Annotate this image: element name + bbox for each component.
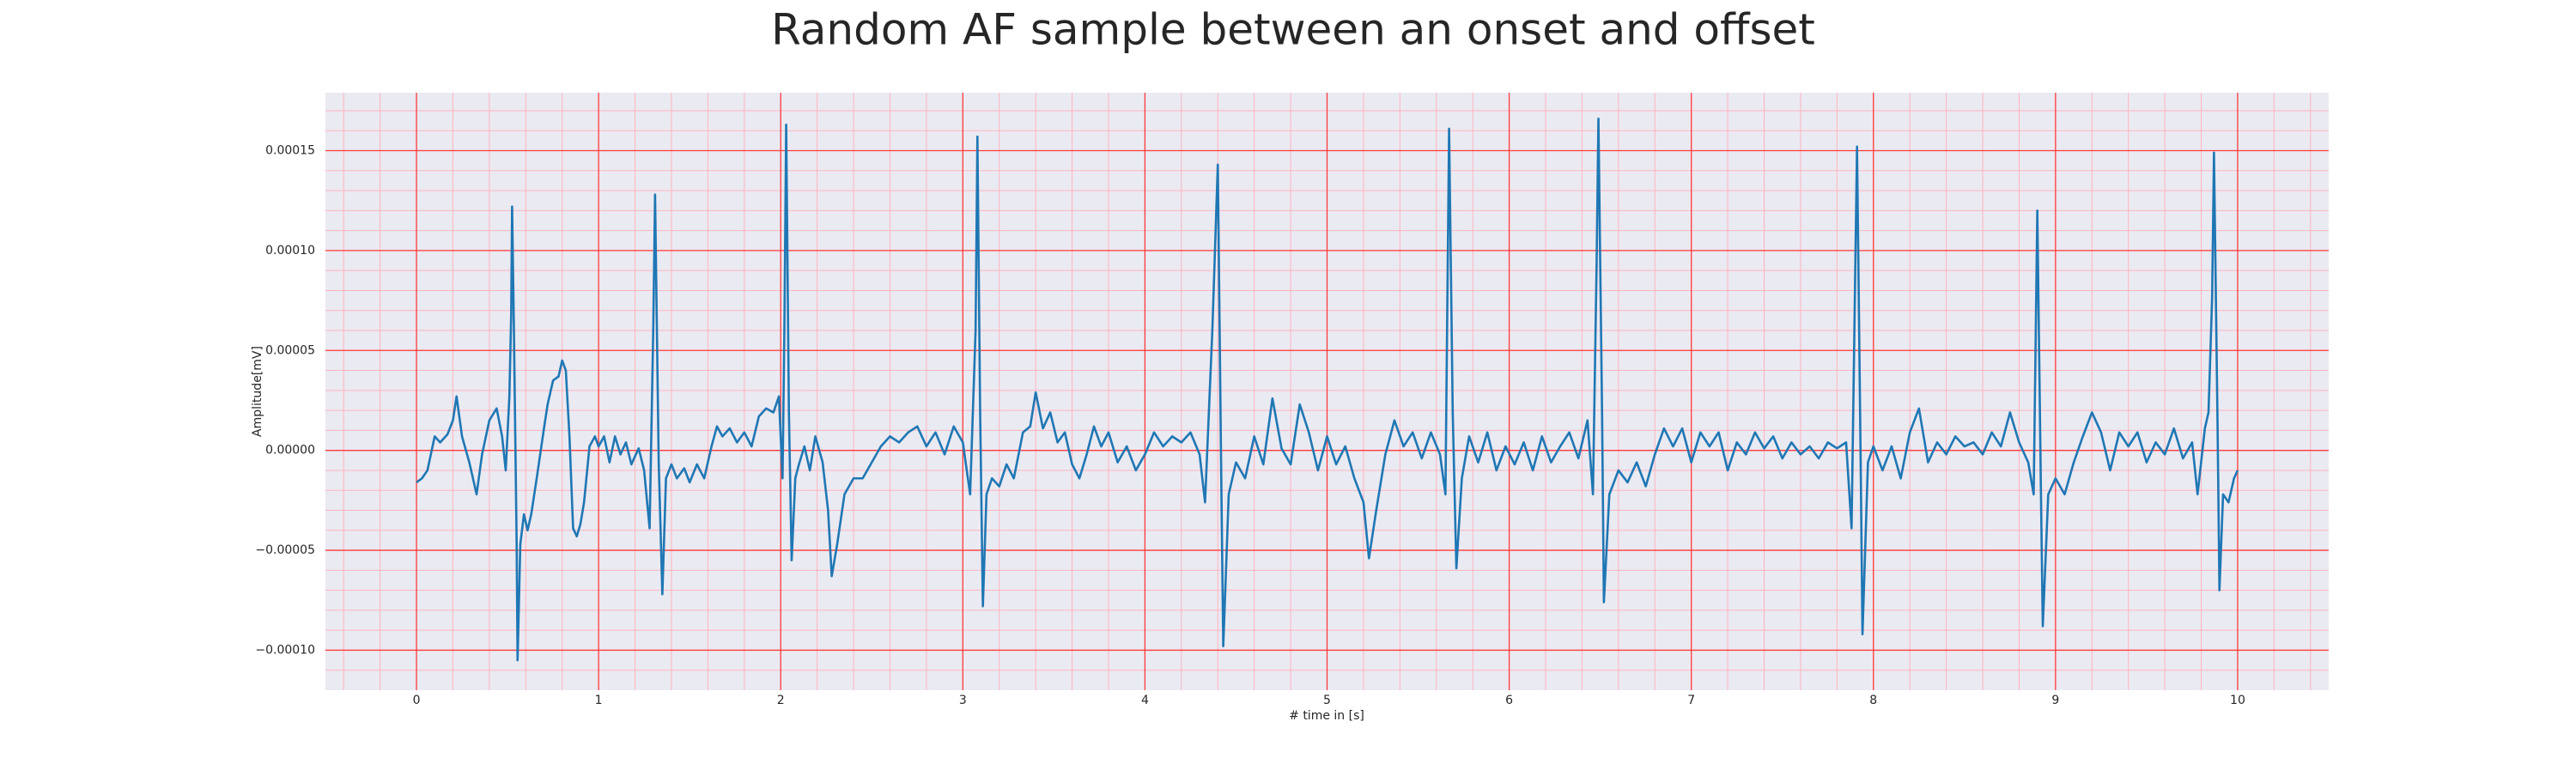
x-tick-label: 4 <box>1141 694 1149 707</box>
y-tick-label: 0.00005 <box>265 343 315 357</box>
x-tick-label: 7 <box>1687 694 1695 707</box>
x-axis-label: # time in [s] <box>1289 709 1364 723</box>
x-tick-label: 2 <box>777 694 785 707</box>
x-tick-label: 10 <box>2230 694 2245 707</box>
y-tick-label: 0.00010 <box>265 244 315 258</box>
y-tick-label: −0.00005 <box>255 543 315 557</box>
signal-line <box>416 117 2239 662</box>
y-axis-label: Amplitude[mV] <box>251 346 264 437</box>
x-tick-label: 6 <box>1505 694 1513 707</box>
chart-title: Random AF sample between an onset and of… <box>771 5 1815 55</box>
x-tick-label: 0 <box>413 694 421 707</box>
x-tick-label: 3 <box>959 694 967 707</box>
y-tick-label: 0.00015 <box>265 144 315 158</box>
x-tick-label: 9 <box>2051 694 2059 707</box>
x-tick-label: 5 <box>1323 694 1331 707</box>
x-tick-label: 8 <box>1869 694 1877 707</box>
y-tick-label: −0.00010 <box>255 643 315 657</box>
y-tick-label: 0.00000 <box>265 444 315 458</box>
x-tick-label: 1 <box>595 694 603 707</box>
